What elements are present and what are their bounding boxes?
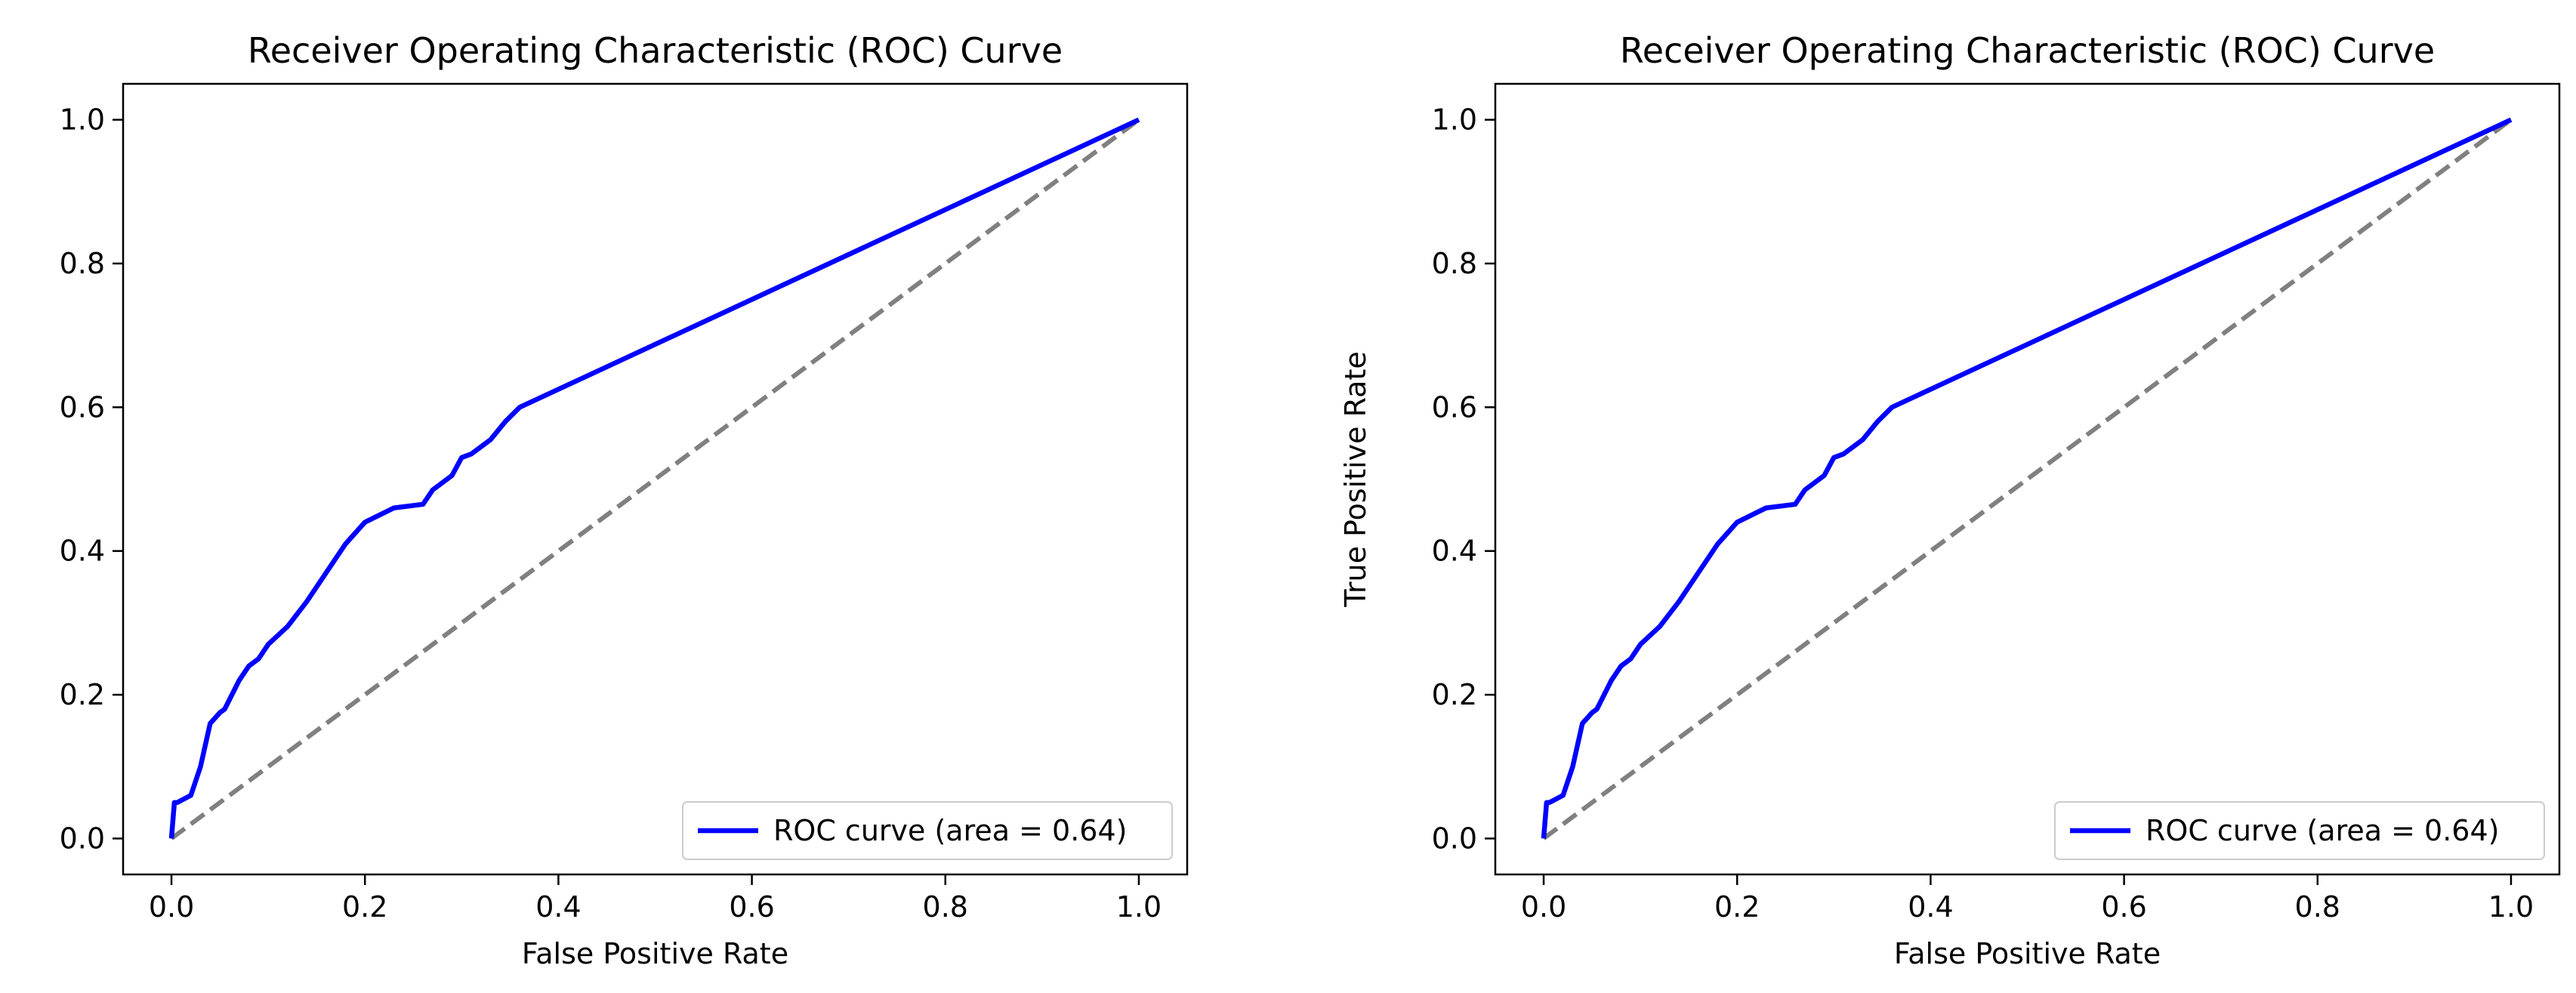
x-tick-label: 1.0 bbox=[1116, 890, 1162, 924]
y-tick-label: 0.8 bbox=[60, 247, 105, 280]
legend-label: ROC curve (area = 0.64) bbox=[773, 814, 1127, 847]
chart-panel-2: Receiver Operating Characteristic (ROC) … bbox=[1339, 30, 2561, 970]
x-tick-label: 0.2 bbox=[1714, 890, 1760, 924]
legend-label: ROC curve (area = 0.64) bbox=[2146, 814, 2499, 847]
y-tick-label: 0.6 bbox=[1432, 390, 1477, 424]
y-tick-label: 0.4 bbox=[1432, 535, 1477, 568]
legend-box bbox=[2054, 801, 2545, 860]
y-tick-label: 0.8 bbox=[1432, 247, 1477, 280]
axes-frame bbox=[1494, 82, 2561, 876]
legend: ROC curve (area = 0.64) bbox=[2054, 801, 2545, 860]
x-axis-label: False Positive Rate bbox=[1894, 937, 2161, 970]
roc-curve-line bbox=[168, 117, 1140, 839]
legend-box bbox=[682, 801, 1173, 860]
y-tick-label: 0.4 bbox=[60, 535, 105, 568]
x-tick-label: 0.2 bbox=[342, 890, 387, 924]
y-tick-label: 0.0 bbox=[60, 822, 105, 855]
x-tick-label: 0.6 bbox=[729, 890, 774, 924]
y-axis-label: True Positive Rate bbox=[1339, 351, 1372, 608]
diagonal-reference-line bbox=[1542, 118, 2513, 840]
x-tick-label: 1.0 bbox=[2488, 890, 2534, 924]
chart-title: Receiver Operating Characteristic (ROC) … bbox=[1620, 30, 2435, 71]
x-tick-label: 0.8 bbox=[2295, 890, 2340, 924]
x-tick-label: 0.8 bbox=[923, 890, 968, 924]
x-tick-label: 0.0 bbox=[1521, 890, 1566, 924]
y-tick-label: 1.0 bbox=[1432, 103, 1477, 137]
x-tick-label: 0.6 bbox=[2101, 890, 2146, 924]
y-tick-label: 0.2 bbox=[60, 678, 105, 711]
x-axis-label: False Positive Rate bbox=[522, 937, 788, 970]
axes-frame bbox=[122, 82, 1189, 876]
roc-curve-line bbox=[1541, 117, 2513, 839]
x-tick-label: 0.4 bbox=[535, 890, 581, 924]
chart-title: Receiver Operating Characteristic (ROC) … bbox=[248, 30, 1063, 71]
diagonal-reference-line bbox=[170, 118, 1140, 840]
y-tick-label: 1.0 bbox=[60, 103, 105, 137]
chart-panel-1: Receiver Operating Characteristic (ROC) … bbox=[60, 30, 1189, 970]
x-tick-label: 0.0 bbox=[149, 890, 194, 924]
y-tick-label: 0.2 bbox=[1432, 678, 1477, 711]
y-tick-label: 0.6 bbox=[60, 390, 105, 424]
x-tick-label: 0.4 bbox=[1908, 890, 1953, 924]
legend: ROC curve (area = 0.64) bbox=[682, 801, 1173, 860]
y-tick-label: 0.0 bbox=[1432, 822, 1477, 855]
